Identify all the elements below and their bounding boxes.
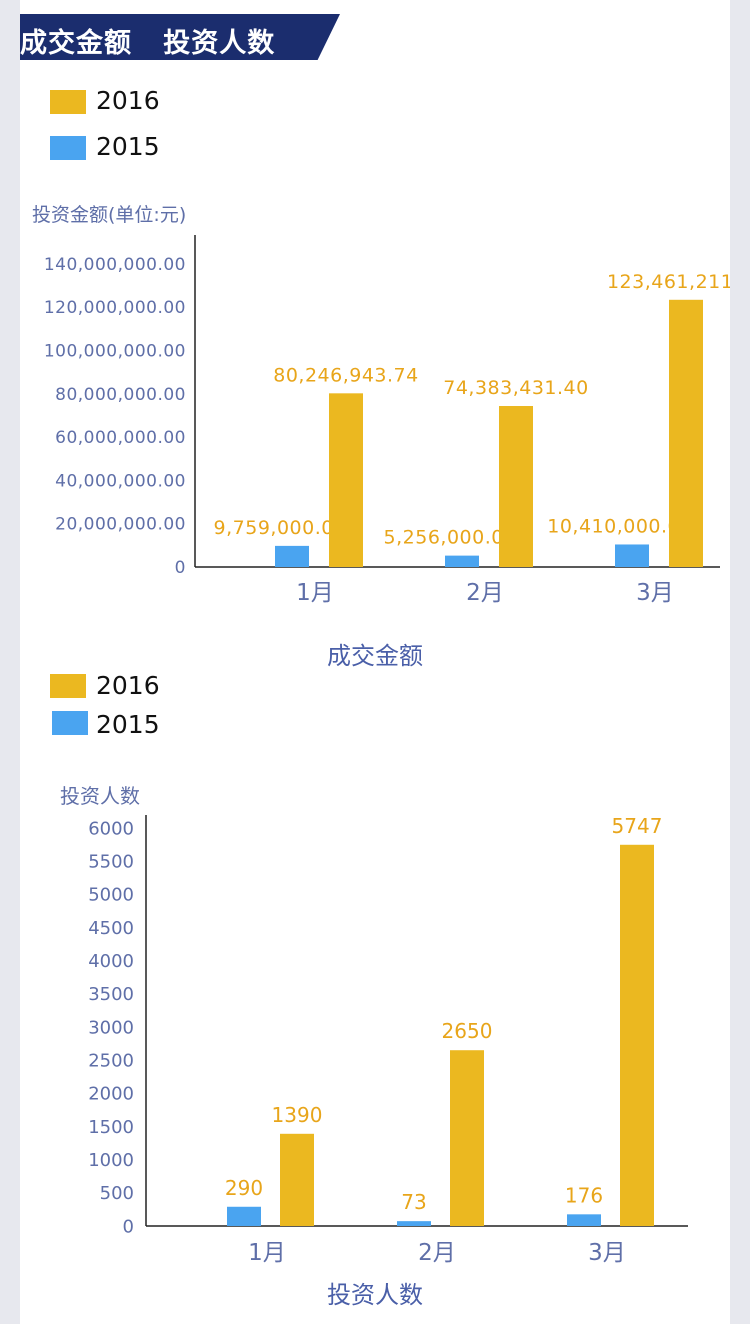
y-tick-label: 0 — [175, 558, 186, 578]
y-tick-label: 6000 — [88, 818, 134, 839]
bar-2016-2月 — [499, 406, 533, 567]
data-label: 290 — [225, 1176, 263, 1200]
y-axis-label: 投资金额(单位:元) — [32, 204, 186, 226]
header-banner — [20, 14, 340, 60]
y-tick-label: 5500 — [88, 851, 134, 872]
bar-2015-2月 — [445, 555, 479, 567]
y-tick-label: 5000 — [88, 885, 134, 906]
x-tick-label: 2月 — [418, 1240, 456, 1266]
bar-2015-2月 — [397, 1221, 431, 1226]
legend-swatch-2016 — [50, 90, 86, 114]
y-axis-label: 投资人数 — [60, 784, 140, 808]
y-tick-label: 4000 — [88, 951, 134, 972]
y-tick-label: 2500 — [88, 1050, 134, 1071]
bar-2015-3月 — [615, 544, 649, 567]
data-label: 123,461,211.47 — [607, 271, 730, 293]
data-label: 80,246,943.74 — [273, 364, 419, 386]
legend-swatch-2015 — [50, 136, 86, 160]
y-tick-label: 1500 — [88, 1117, 134, 1138]
legend-swatch-2016-b — [50, 674, 86, 698]
bar-2015-1月 — [227, 1206, 261, 1226]
y-tick-label: 1000 — [88, 1150, 134, 1171]
y-tick-label: 60,000,000.00 — [55, 428, 186, 448]
bar-2015-1月 — [275, 545, 309, 567]
bar-2016-3月 — [669, 299, 703, 567]
y-tick-label: 80,000,000.00 — [55, 385, 186, 405]
y-tick-label: 0 — [123, 1216, 134, 1237]
y-tick-label: 20,000,000.00 — [55, 515, 186, 535]
data-label: 9,759,000.00 — [214, 517, 347, 539]
data-label: 10,410,000.00 — [547, 515, 693, 537]
y-tick-label: 140,000,000.00 — [44, 255, 186, 275]
y-tick-label: 40,000,000.00 — [55, 471, 186, 491]
legend-label-2015-b: 2015 — [96, 710, 160, 739]
y-tick-label: 3500 — [88, 984, 134, 1005]
data-label: 74,383,431.40 — [443, 377, 589, 399]
investor-chart-caption: 投资人数 — [327, 1281, 423, 1309]
header-title: 成交金额 投资人数 — [20, 28, 276, 59]
bar-2016-2月 — [450, 1050, 484, 1226]
data-label: 5747 — [612, 814, 663, 838]
legend-swatch-2015-b — [52, 711, 88, 735]
data-label: 2650 — [442, 1019, 493, 1043]
y-tick-label: 4500 — [88, 918, 134, 939]
legend-label-2015: 2015 — [96, 132, 160, 161]
page: 成交金额 投资人数 2016 2015 投资金额(单位:元) 0 20,000,00… — [20, 0, 730, 1324]
data-label: 1390 — [272, 1103, 323, 1127]
data-label: 176 — [565, 1183, 603, 1207]
y-tick-label: 500 — [100, 1183, 134, 1204]
investor-chart: 投资人数 0 500 1000 1500 2000 2500 3000 3500 4000 4500… — [60, 784, 688, 1266]
y-tick-label: 3000 — [88, 1017, 134, 1038]
y-tick-label: 100,000,000.00 — [44, 342, 186, 362]
bar-2016-1月 — [329, 393, 363, 567]
bar-2016-1月 — [280, 1133, 314, 1226]
bar-2015-3月 — [567, 1214, 601, 1226]
x-tick-label: 1月 — [248, 1240, 286, 1266]
x-tick-label: 3月 — [588, 1240, 626, 1266]
amount-chart-caption: 成交金额 — [327, 642, 423, 670]
x-tick-label: 2月 — [466, 580, 504, 606]
legend-label-2016-b: 2016 — [96, 671, 160, 700]
y-tick-label: 2000 — [88, 1084, 134, 1105]
legend-label-2016: 2016 — [96, 86, 160, 115]
x-tick-label: 3月 — [636, 580, 674, 606]
amount-chart: 投资金额(单位:元) 0 20,000,000.00 40,000,000.00 60,… — [32, 204, 730, 606]
data-label: 5,256,000.00 — [384, 527, 517, 549]
bar-2016-3月 — [620, 844, 654, 1226]
y-tick-label: 120,000,000.00 — [44, 298, 186, 318]
x-tick-label: 1月 — [296, 580, 334, 606]
data-label: 73 — [401, 1190, 426, 1214]
